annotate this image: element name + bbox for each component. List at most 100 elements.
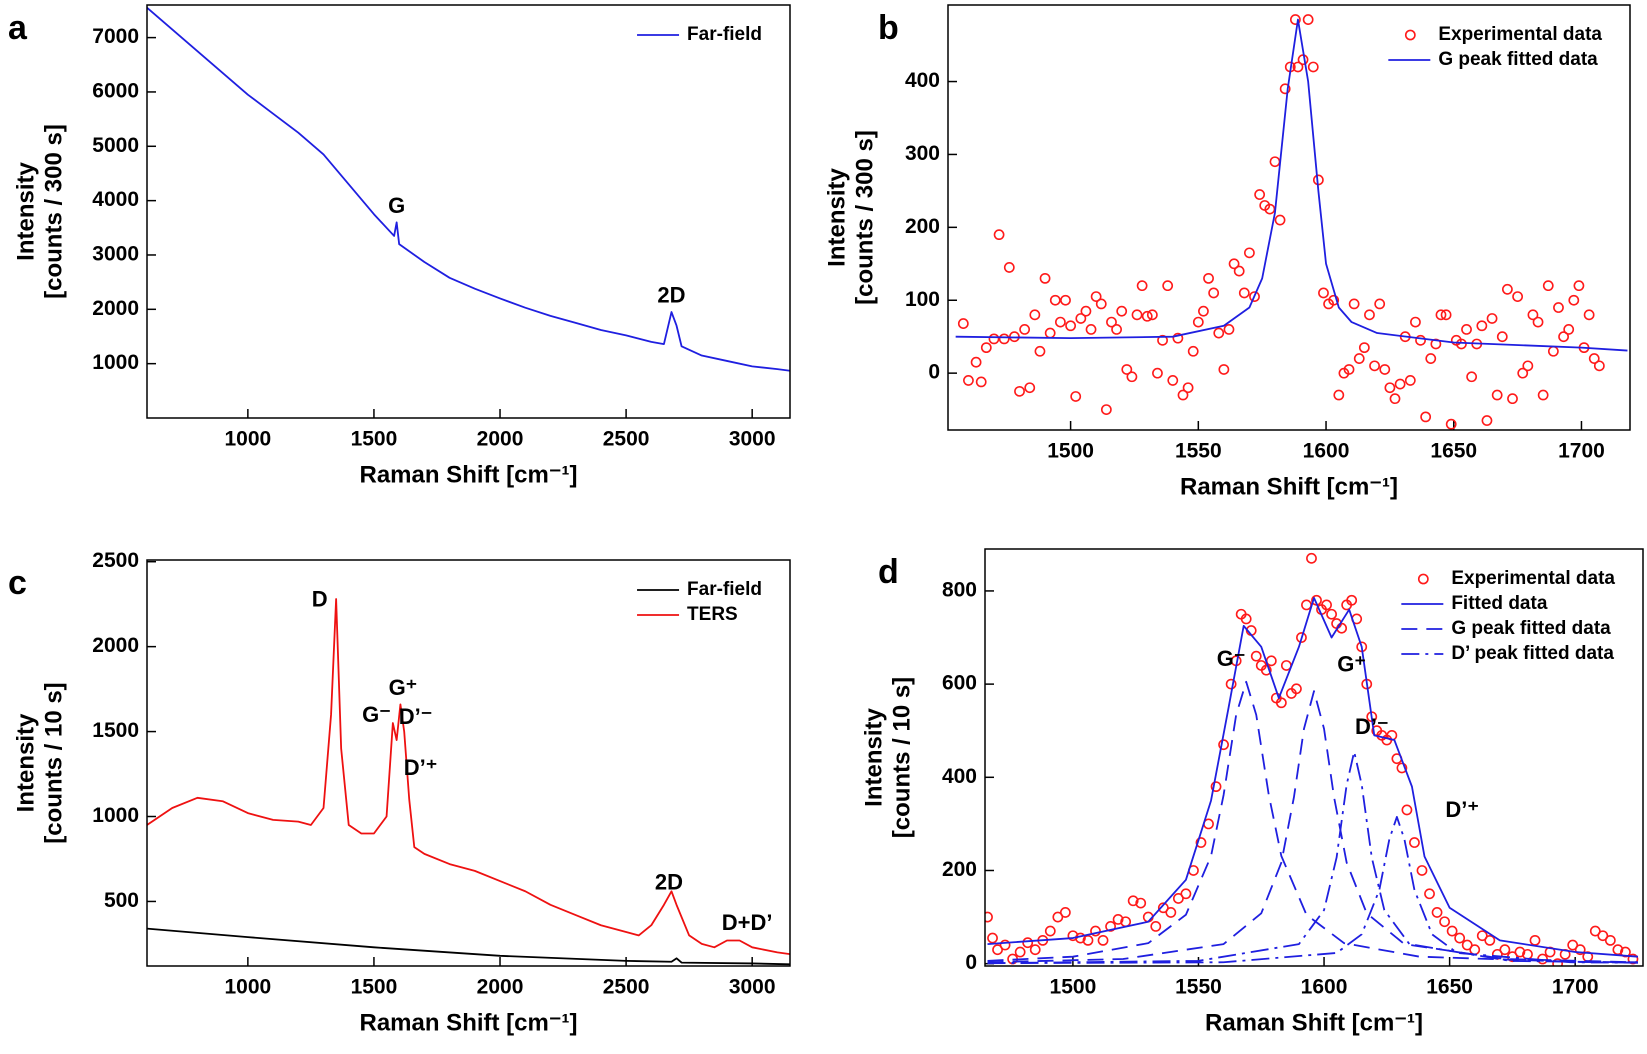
data-point xyxy=(1461,323,1472,335)
x-axis-label: Raman Shift [cm⁻¹] xyxy=(1180,473,1398,500)
annotation: D’⁺ xyxy=(404,755,438,780)
data-point xyxy=(1090,291,1102,302)
data-point xyxy=(1384,382,1396,394)
data-point xyxy=(1152,367,1163,379)
data-point xyxy=(1111,323,1122,335)
data-point xyxy=(1195,837,1207,848)
data-point xyxy=(1389,393,1401,405)
plot-area xyxy=(147,598,790,966)
data-point xyxy=(1162,280,1174,292)
data-point xyxy=(1136,280,1148,292)
data-point xyxy=(993,229,1005,241)
data-point xyxy=(1430,338,1442,350)
y-axis-label: Intensity xyxy=(12,162,39,261)
plot-area xyxy=(147,7,790,372)
data-point xyxy=(1210,781,1222,793)
annotation: G xyxy=(388,193,405,218)
data-point xyxy=(1275,697,1287,709)
panel: b 1500 1550 1600 1650 1700 0 100 200 300 400 Raman … xyxy=(823,4,1631,500)
plot-frame xyxy=(146,4,791,419)
data-point xyxy=(1321,599,1332,611)
y-tick-label: 0 xyxy=(965,951,977,974)
y-tick-label: 2500 xyxy=(92,549,139,572)
x-tick-label: 1550 xyxy=(1175,976,1222,999)
data-point xyxy=(1022,937,1034,949)
y-tick-label: 0 xyxy=(928,361,940,384)
panel-letter: a xyxy=(8,9,28,47)
annotation: D xyxy=(312,587,328,612)
data-point xyxy=(1135,897,1147,909)
data-point xyxy=(1250,650,1262,662)
data-point xyxy=(1552,958,1564,966)
data-point xyxy=(1567,939,1579,951)
data-point xyxy=(992,944,1003,956)
data-point xyxy=(1213,327,1225,339)
data-point xyxy=(1542,280,1554,292)
x-axis-label: Raman Shift [cm⁻¹] xyxy=(359,461,577,488)
data-point xyxy=(1291,683,1302,695)
data-point xyxy=(1358,342,1370,354)
legend-label: Far-field xyxy=(687,579,762,600)
data-point xyxy=(1307,61,1319,73)
data-point xyxy=(1328,294,1340,306)
data-point xyxy=(1095,298,1107,310)
x-tick-label: 1700 xyxy=(1558,440,1605,463)
y-axis-label: [counts / 300 s] xyxy=(851,130,878,305)
data-point xyxy=(1292,61,1304,73)
data-point xyxy=(1052,911,1064,923)
data-point xyxy=(1346,594,1358,606)
legend-swatch xyxy=(1404,29,1416,41)
annotation: D+D’ xyxy=(722,910,773,935)
data-point xyxy=(1254,189,1266,200)
data-point xyxy=(1573,280,1585,292)
data-point xyxy=(1228,258,1240,270)
data-point xyxy=(1157,334,1168,346)
data-point xyxy=(1514,946,1526,958)
legend-label: Experimental data xyxy=(1438,24,1602,45)
y-tick-label: 2000 xyxy=(92,297,139,320)
data-point xyxy=(1090,925,1101,937)
y-tick-label: 300 xyxy=(905,142,940,165)
x-tick-label: 1500 xyxy=(351,428,398,451)
data-point xyxy=(1499,944,1511,956)
y-tick-label: 100 xyxy=(905,288,940,311)
data-point xyxy=(1014,946,1026,958)
data-point xyxy=(1597,930,1609,942)
x-tick-label: 1500 xyxy=(351,976,398,999)
data-point xyxy=(1044,327,1056,339)
plot-frame xyxy=(984,548,1644,967)
data-point xyxy=(1501,283,1513,295)
data-point xyxy=(1249,291,1260,302)
annotation: D’⁻ xyxy=(399,704,433,729)
data-point xyxy=(1302,14,1314,25)
data-point xyxy=(987,932,998,944)
panel: d 1500 1550 1600 1650 1700 0 200 400 600 800 Raman … xyxy=(860,548,1644,1036)
data-point xyxy=(1369,360,1380,372)
data-point xyxy=(963,375,974,386)
data-point xyxy=(1409,837,1420,848)
data-point xyxy=(1627,953,1639,965)
data-point xyxy=(1070,391,1082,402)
legend-label: Experimental data xyxy=(1451,568,1615,589)
data-point xyxy=(1326,608,1337,620)
y-axis-label: [counts / 10 s] xyxy=(888,677,915,838)
data-point xyxy=(1082,934,1094,946)
data-point xyxy=(1420,411,1432,423)
y-axis-label: Intensity xyxy=(823,168,850,267)
y-tick-label: 400 xyxy=(942,765,977,788)
data-point xyxy=(1112,914,1124,925)
x-tick-label: 2000 xyxy=(477,428,524,451)
data-point xyxy=(1461,939,1473,951)
x-tick-label: 1650 xyxy=(1426,976,1473,999)
data-point xyxy=(1435,309,1447,321)
y-tick-label: 7000 xyxy=(92,25,139,48)
data-point xyxy=(1333,389,1345,401)
panel-letter: c xyxy=(8,564,27,602)
y-tick-label: 800 xyxy=(942,578,977,601)
data-point xyxy=(1100,404,1112,415)
data-point xyxy=(1440,309,1452,321)
data-point xyxy=(1065,320,1077,332)
y-tick-label: 400 xyxy=(905,69,940,92)
data-point xyxy=(1445,418,1457,430)
data-point xyxy=(1306,552,1317,564)
